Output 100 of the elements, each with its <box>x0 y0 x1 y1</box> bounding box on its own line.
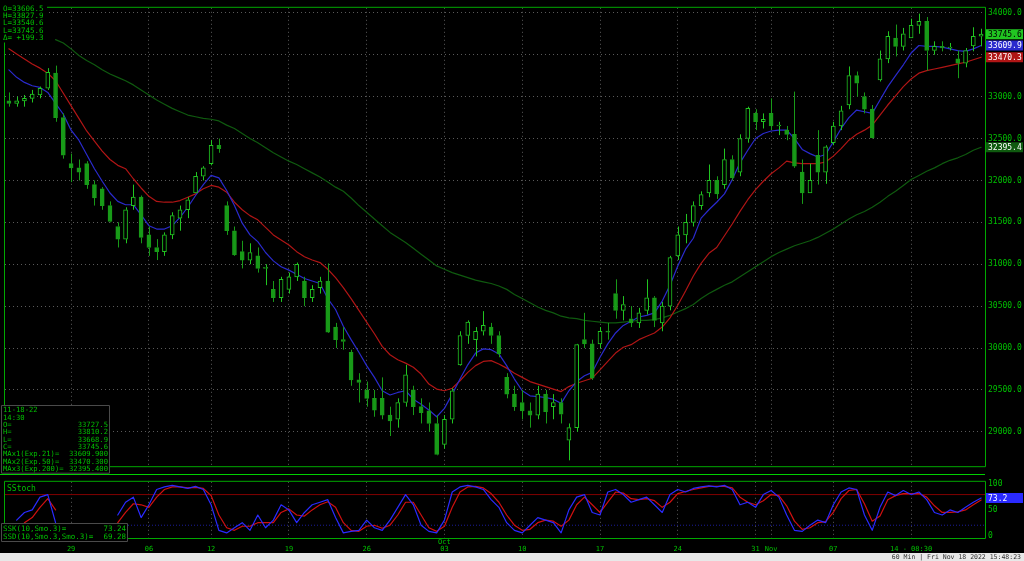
y-tick-label: 50 <box>988 504 998 514</box>
candlestick <box>434 414 439 455</box>
y-tick-label: 29500.0 <box>988 385 1022 395</box>
candlestick <box>605 322 611 341</box>
candlestick <box>924 16 929 72</box>
candlestick <box>722 148 727 190</box>
candlestick <box>551 393 556 420</box>
candlestick <box>29 89 35 103</box>
candlestick <box>519 389 525 420</box>
candlestick <box>255 246 261 274</box>
candlestick <box>589 339 595 381</box>
candlestick <box>784 125 789 141</box>
y-tick-label: 100 <box>988 479 1003 489</box>
data-label: 32395.4 <box>988 142 1022 152</box>
candlestick <box>201 165 206 181</box>
candlestick <box>115 221 121 248</box>
candlestick <box>53 65 58 123</box>
candlestick <box>84 160 89 190</box>
candlestick <box>932 40 937 56</box>
candlestick <box>239 240 245 269</box>
candlestick <box>823 144 828 185</box>
candlestick <box>901 27 906 52</box>
candlestick <box>714 175 719 200</box>
y-tick-label: 30500.0 <box>988 301 1022 311</box>
candlestick <box>333 322 338 349</box>
candlestick <box>963 47 968 68</box>
candlestick <box>574 344 579 433</box>
candlestick <box>869 104 875 139</box>
candlestick <box>395 397 401 429</box>
data-label: 73.2 <box>988 493 1008 503</box>
text: 33745.6 <box>988 29 1022 39</box>
candlestick <box>512 385 517 412</box>
candlestick <box>947 42 953 52</box>
candlestick <box>504 372 509 399</box>
candlestick <box>325 262 331 333</box>
candlestick <box>675 226 681 261</box>
candlestick <box>971 26 976 52</box>
candlestick <box>893 24 898 57</box>
candlestick <box>885 30 891 64</box>
candlestick <box>45 67 51 91</box>
candlestick <box>22 94 27 108</box>
candlestick <box>761 112 766 129</box>
candlestick <box>535 385 541 420</box>
candlestick <box>372 389 377 418</box>
candlestick <box>854 70 859 98</box>
candlestick <box>776 121 782 136</box>
y-tick-label: 31500.0 <box>988 217 1022 227</box>
candlestick <box>302 276 307 307</box>
candlestick <box>379 376 385 420</box>
candlestick <box>411 385 416 416</box>
candlestick <box>185 196 191 219</box>
y-tick-label: 32000.0 <box>988 175 1022 185</box>
candlestick <box>465 319 471 345</box>
y-tick-label: 0 <box>988 530 993 540</box>
candlestick <box>341 326 346 351</box>
candlestick <box>224 200 229 236</box>
y-tick-label: 30000.0 <box>988 343 1022 353</box>
y-tick-label: 32500.0 <box>988 133 1022 143</box>
candlestick <box>939 40 945 52</box>
candlestick <box>799 158 805 205</box>
candlestick <box>753 108 758 131</box>
candlestick <box>154 238 159 261</box>
candlestick <box>169 211 175 240</box>
candlestick <box>582 312 587 349</box>
candlestick <box>6 91 12 108</box>
data-label: 33470.3 <box>988 52 1022 62</box>
candlestick <box>131 184 136 211</box>
candlestick <box>193 171 198 194</box>
candlestick <box>652 295 657 328</box>
chart-title: SStoch <box>7 483 37 493</box>
candlestick <box>99 186 105 211</box>
y-tick-label: 29000.0 <box>988 426 1022 436</box>
candlestick <box>613 278 618 320</box>
candlestick <box>403 364 408 408</box>
candlestick <box>978 28 984 47</box>
candlestick <box>364 381 369 408</box>
candlestick <box>309 284 315 303</box>
candlestick <box>14 96 19 108</box>
candlestick <box>691 200 696 228</box>
candlestick <box>162 231 167 257</box>
candlestick <box>862 91 867 114</box>
candlestick <box>61 112 66 160</box>
y-tick-label: 34000.0 <box>988 7 1022 17</box>
candlestick <box>449 387 455 424</box>
candlestick <box>543 389 548 424</box>
candlestick <box>442 414 447 450</box>
candlestick <box>232 226 237 256</box>
y-tick-label: 33000.0 <box>988 91 1022 101</box>
candlestick <box>621 295 626 321</box>
candlestick <box>473 326 478 357</box>
candlestick <box>792 91 797 169</box>
y-tick-label: 31000.0 <box>988 259 1022 269</box>
candlestick <box>123 206 128 244</box>
candlestick <box>92 179 97 207</box>
candlestick <box>644 278 649 316</box>
data-label: 33609.9 <box>988 41 1022 51</box>
candlestick <box>683 213 688 244</box>
candlestick <box>481 310 486 336</box>
candlestick <box>815 129 821 186</box>
candlestick <box>271 280 276 303</box>
